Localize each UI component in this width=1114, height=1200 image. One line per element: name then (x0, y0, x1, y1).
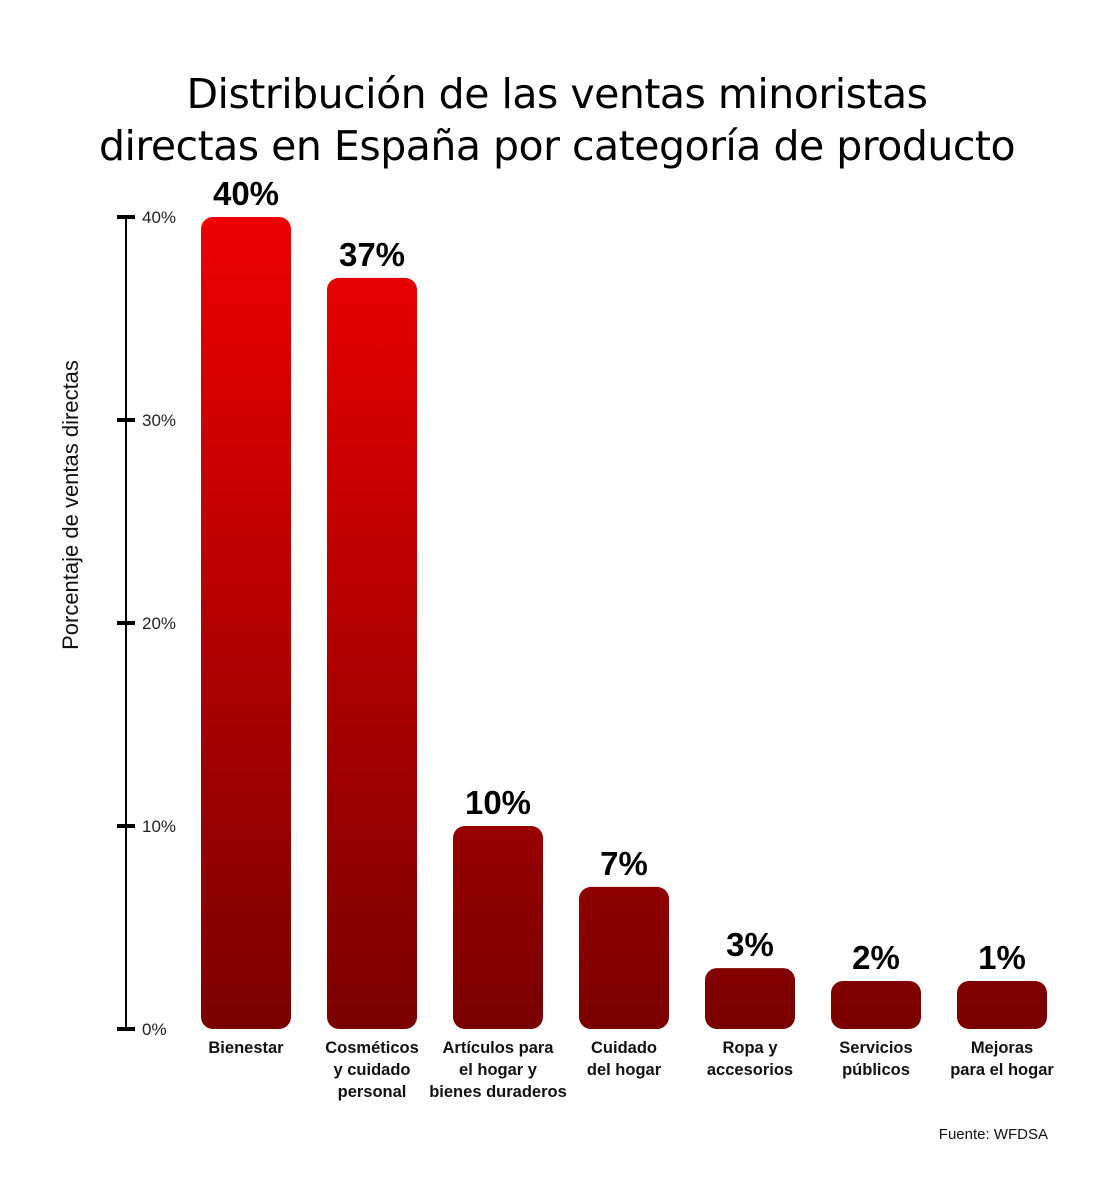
x-category-label: Mejoras para el hogar (950, 1039, 1054, 1079)
y-tick-label: 20% (142, 614, 176, 633)
x-category-label-line: Cosméticos (325, 1039, 419, 1057)
x-category-label-line: Bienestar (208, 1039, 284, 1057)
x-category-label-line: y cuidado (333, 1061, 410, 1079)
y-tick-label: 30% (142, 411, 176, 430)
bar (831, 981, 921, 1029)
x-category-label-line: personal (338, 1083, 407, 1101)
x-category-label-line: Ropa y (722, 1039, 778, 1057)
x-category-label-line: Servicios (839, 1039, 912, 1057)
bar-value-label: 1% (978, 939, 1026, 976)
bar-value-label: 2% (852, 939, 900, 976)
y-axis-label: Porcentaje de ventas directas (58, 360, 83, 650)
source-note: Fuente: WFDSA (938, 1126, 1048, 1143)
x-category-label-line: del hogar (587, 1061, 662, 1079)
bar-value-label: 3% (726, 926, 774, 963)
x-category-label: Cosméticos y cuidado personal (325, 1039, 419, 1101)
x-category-label: Servicios públicos (839, 1039, 912, 1079)
chart-title-line-1: Distribución de las ventas minoristas (186, 70, 928, 118)
x-category-label-line: públicos (842, 1061, 910, 1079)
bar (957, 981, 1047, 1029)
bar-value-label: 10% (465, 784, 531, 821)
x-category-label: Bienestar (208, 1039, 284, 1057)
x-category-label-line: Cuidado (591, 1039, 657, 1057)
x-category-label-line: Artículos para (443, 1039, 555, 1057)
chart-title: Distribución de las ventas minoristas di… (0, 68, 1114, 172)
chart-title-line-2: directas en España por categoría de prod… (98, 122, 1016, 170)
bar-value-label: 40% (213, 175, 279, 212)
y-tick-label: 0% (142, 1020, 167, 1039)
bar-value-label: 7% (600, 845, 648, 882)
y-tick-label: 10% (142, 817, 176, 836)
bar (327, 277, 417, 1029)
x-category-label-line: accesorios (707, 1061, 793, 1079)
x-category-label-line: para el hogar (950, 1061, 1054, 1079)
bar (705, 968, 795, 1029)
bar-value-label: 37% (339, 236, 405, 273)
x-category-label-line: bienes duraderos (429, 1083, 567, 1101)
y-tick-label: 40% (142, 208, 176, 227)
x-category-label-line: Mejoras (971, 1039, 1033, 1057)
x-category-label: Cuidado del hogar (587, 1039, 662, 1079)
bar (453, 826, 543, 1029)
bar (579, 886, 669, 1029)
x-category-label: Artículos para el hogar y bienes duraderos (429, 1039, 567, 1101)
x-category-label-line: el hogar y (459, 1061, 538, 1079)
x-category-label: Ropa y accesorios (707, 1039, 793, 1079)
bar (201, 217, 291, 1029)
